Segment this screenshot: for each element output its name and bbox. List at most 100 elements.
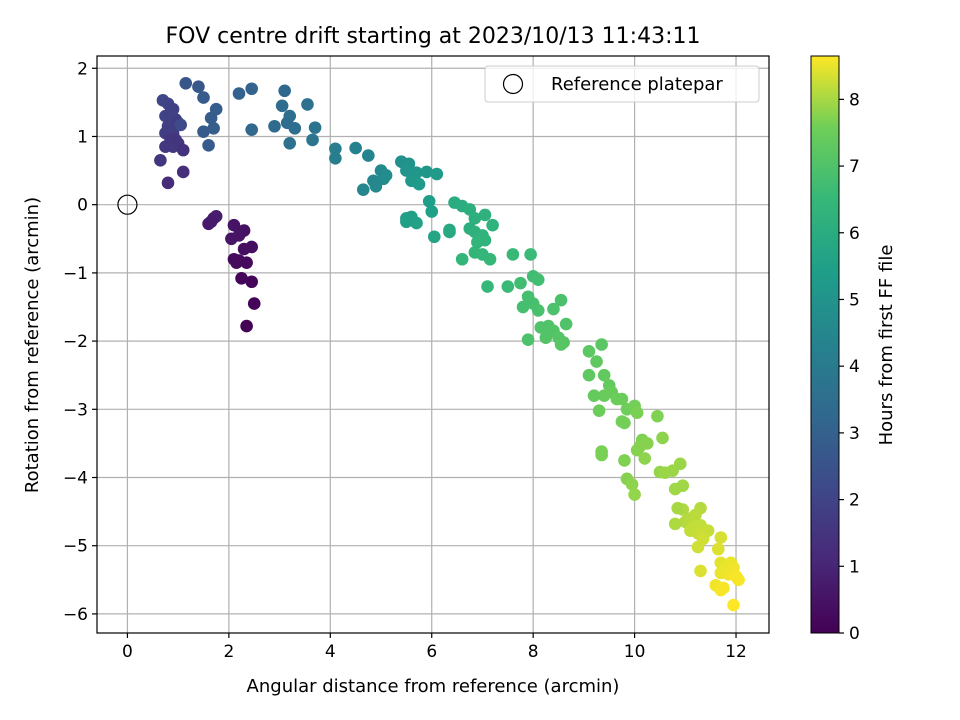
scatter-point bbox=[471, 235, 484, 249]
scatter-point bbox=[516, 300, 530, 314]
scatter-point bbox=[481, 280, 494, 293]
legend: Reference platepar bbox=[484, 65, 760, 103]
scatter-point bbox=[468, 212, 482, 225]
x-tick-label: 6 bbox=[426, 642, 437, 662]
scatter-point bbox=[668, 517, 682, 531]
scatter-point bbox=[410, 216, 423, 230]
scatter-point bbox=[235, 272, 248, 285]
colorbar bbox=[810, 55, 840, 634]
reference-platepar-marker bbox=[117, 194, 138, 215]
y-tick-label: −1 bbox=[63, 264, 88, 284]
scatter-point bbox=[425, 205, 439, 218]
scatter-point bbox=[232, 87, 246, 100]
x-tick-label: 0 bbox=[122, 642, 133, 662]
scatter-point bbox=[630, 443, 644, 457]
colorbar-tick-label: 4 bbox=[849, 357, 860, 377]
scatter-point bbox=[587, 389, 601, 402]
scatter-point bbox=[689, 508, 702, 522]
scatter-point bbox=[161, 176, 175, 190]
scatter-point bbox=[668, 482, 682, 496]
scatter-point bbox=[531, 304, 545, 317]
colorbar-label: Hours from first FF file bbox=[876, 245, 897, 446]
chart-title: FOV centre drift starting at 2023/10/13 … bbox=[166, 24, 701, 49]
scatter-point bbox=[237, 242, 251, 256]
colorbar-tick-label: 2 bbox=[849, 491, 860, 511]
scatter-point bbox=[176, 165, 190, 179]
scatter-point bbox=[628, 488, 641, 501]
scatter-point bbox=[711, 542, 725, 556]
colorbar-tick-label: 0 bbox=[849, 624, 860, 644]
scatter-point bbox=[268, 119, 281, 133]
legend-reference-marker bbox=[502, 73, 524, 95]
scatter-point bbox=[245, 82, 258, 96]
scatter-point bbox=[615, 415, 629, 428]
scatter-point bbox=[164, 106, 177, 119]
scatter-point bbox=[554, 338, 568, 351]
scatter-point bbox=[582, 368, 596, 382]
scatter-point bbox=[308, 121, 322, 134]
x-axis-ticks: 0 2 4 6 8 10 12 bbox=[122, 633, 747, 662]
colorbar-tick-label: 5 bbox=[849, 290, 860, 310]
colorbar-tick-label: 8 bbox=[849, 90, 860, 110]
scatter-point bbox=[329, 142, 342, 156]
scatter-point bbox=[506, 248, 520, 261]
x-axis-label: Angular distance from reference (arcmin) bbox=[247, 676, 620, 697]
scatter-point bbox=[278, 84, 291, 98]
colorbar-tick-label: 6 bbox=[849, 224, 860, 244]
y-tick-label: −5 bbox=[63, 537, 88, 557]
y-tick-label: −2 bbox=[63, 332, 88, 352]
scatter-points bbox=[154, 76, 745, 612]
x-tick-label: 8 bbox=[528, 642, 539, 662]
scatter-point bbox=[420, 165, 433, 179]
y-axis-label: Rotation from reference (arcmin) bbox=[22, 197, 43, 493]
scatter-point bbox=[301, 98, 314, 111]
scatter-point bbox=[204, 111, 218, 125]
colorbar-tick-label: 7 bbox=[849, 157, 860, 177]
scatter-point bbox=[356, 183, 370, 196]
scatter-point bbox=[610, 392, 624, 406]
scatter-point bbox=[329, 152, 342, 165]
scatter-point bbox=[638, 452, 652, 465]
scatter-point bbox=[714, 531, 728, 544]
scatter-point bbox=[197, 91, 210, 104]
scatter-point bbox=[524, 248, 537, 261]
scatter-point bbox=[197, 125, 210, 139]
scatter-point bbox=[176, 143, 190, 157]
scatter-point bbox=[597, 368, 611, 382]
scatter-point bbox=[202, 139, 215, 152]
y-axis-ticks: −6 −5 −4 −3 −2 −1 0 1 2 bbox=[63, 59, 97, 625]
scatter-point bbox=[379, 169, 393, 182]
scatter-point bbox=[595, 448, 608, 462]
scatter-point bbox=[306, 133, 319, 147]
x-tick-label: 2 bbox=[223, 642, 234, 662]
scatter-point bbox=[245, 275, 258, 289]
scatter-point bbox=[625, 478, 639, 491]
scatter-point bbox=[230, 256, 243, 269]
y-tick-label: −4 bbox=[63, 468, 88, 488]
scatter-point bbox=[283, 137, 297, 150]
scatter-point bbox=[245, 123, 258, 136]
scatter-point bbox=[554, 293, 568, 307]
scatter-point bbox=[427, 230, 441, 244]
scatter-point bbox=[478, 208, 492, 222]
scatter-point bbox=[732, 573, 745, 587]
y-tick-label: −6 bbox=[63, 605, 88, 625]
scatter-point bbox=[207, 121, 220, 135]
scatter-point bbox=[640, 437, 654, 450]
scatter-point bbox=[232, 229, 246, 242]
scatter-point bbox=[514, 276, 527, 290]
grid-lines bbox=[97, 56, 769, 633]
scatter-point bbox=[349, 141, 362, 155]
scatter-point bbox=[727, 598, 740, 612]
scatter-point bbox=[531, 273, 545, 287]
legend-box bbox=[484, 65, 760, 103]
colorbar-tick-label: 1 bbox=[849, 557, 860, 577]
scatter-point bbox=[547, 302, 560, 316]
legend-entry-reference-platepar: Reference platepar bbox=[551, 74, 723, 95]
y-tick-label: −3 bbox=[63, 400, 88, 420]
scatter-point bbox=[400, 215, 413, 229]
scatter-point bbox=[630, 406, 644, 420]
scatter-point bbox=[422, 194, 436, 208]
scatter-point bbox=[559, 317, 573, 331]
